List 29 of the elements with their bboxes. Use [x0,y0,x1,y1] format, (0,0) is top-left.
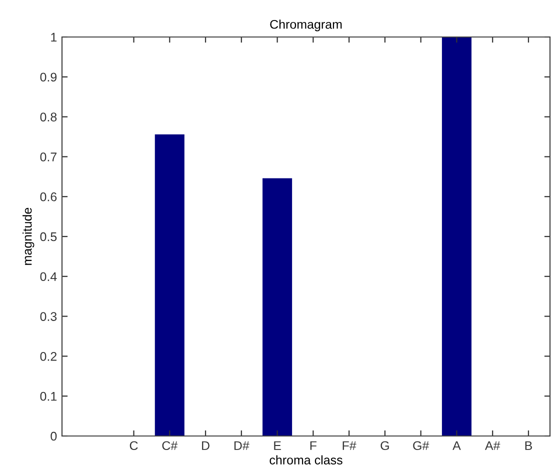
y-tick-label: 0.3 [40,312,57,321]
x-axis-title: chroma class [270,455,342,464]
chart-title: Chromagram [270,20,342,32]
x-tick-label: A [452,441,461,450]
x-tick-label: C [130,441,138,450]
bar [442,37,472,436]
y-axis-title: magnitude [22,208,34,265]
x-tick-label: A# [484,441,500,450]
x-tick-label: E [274,441,281,450]
x-tick-label: F# [342,441,356,450]
y-tick-label: 0.5 [40,232,57,242]
x-tick-label: D [202,441,210,450]
x-tick-label: G# [413,441,430,450]
y-tick-label: 0.6 [40,192,57,202]
bar [154,134,184,436]
x-tick-label: C# [162,441,178,450]
x-tick-label: F [310,441,316,450]
y-tick-label: 1 [51,32,57,42]
bar [262,178,292,436]
x-tick-label: D# [234,441,250,450]
y-tick-label: 0.7 [40,152,57,162]
y-tick-label: 0 [50,432,57,441]
x-tick-label: B [525,441,532,450]
y-tick-label: 0.9 [40,72,57,82]
y-tick-label: 0.2 [40,352,57,361]
y-tick-label: 0.4 [40,272,57,282]
y-tick-label: 0.8 [40,112,57,122]
x-tick-label: G [380,441,389,450]
y-tick-label: 0.1 [40,392,57,401]
